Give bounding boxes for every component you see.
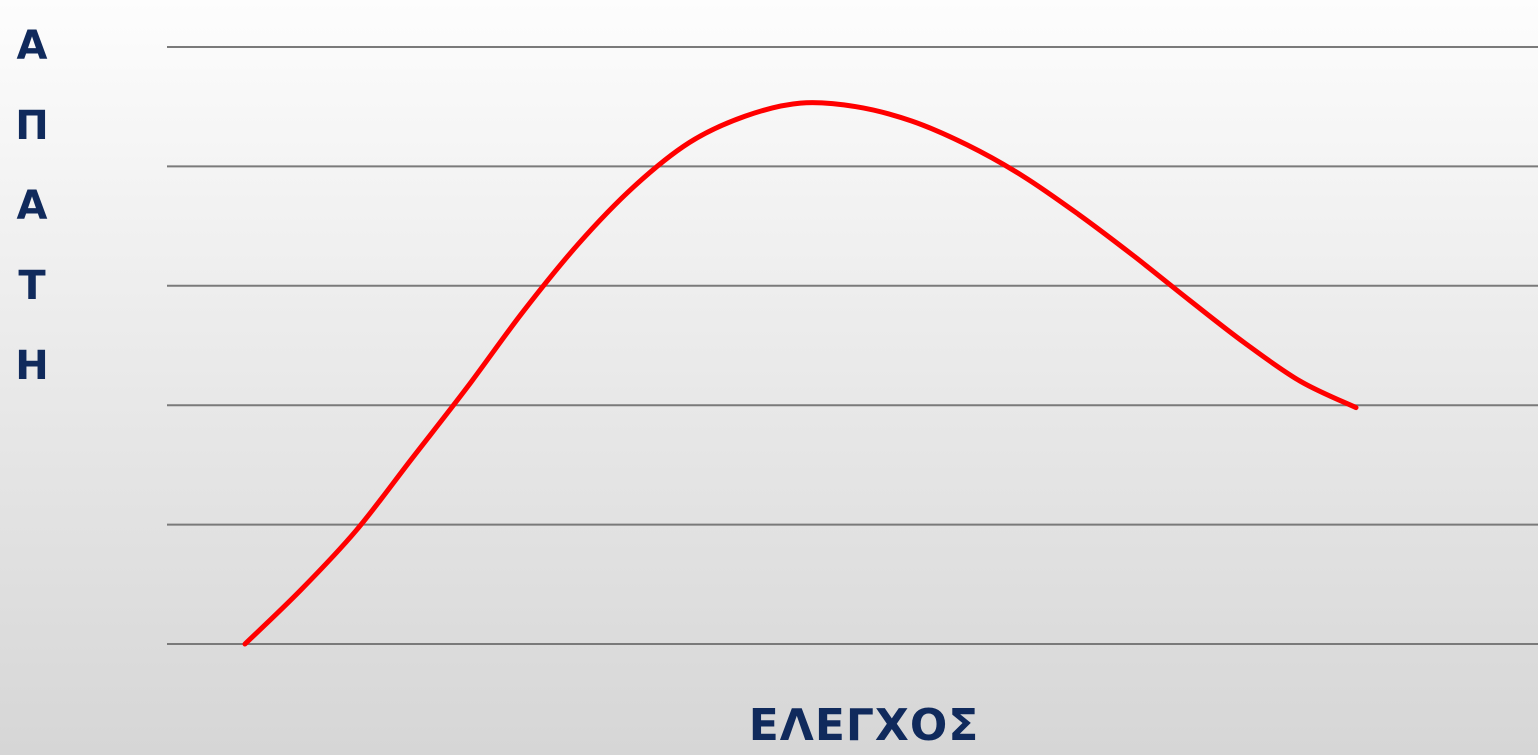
y-axis-label-char: Τ	[18, 263, 46, 309]
x-axis-label: ΕΛΕΓΧΟΣ	[748, 700, 980, 751]
series-line	[242, 100, 1359, 647]
y-axis-label-char: Π	[15, 103, 49, 149]
y-axis-label-char: Α	[16, 183, 48, 229]
y-axis-label-char: Η	[15, 343, 49, 389]
line-chart	[167, 46, 1538, 647]
y-axis-label-char: Α	[16, 23, 48, 69]
